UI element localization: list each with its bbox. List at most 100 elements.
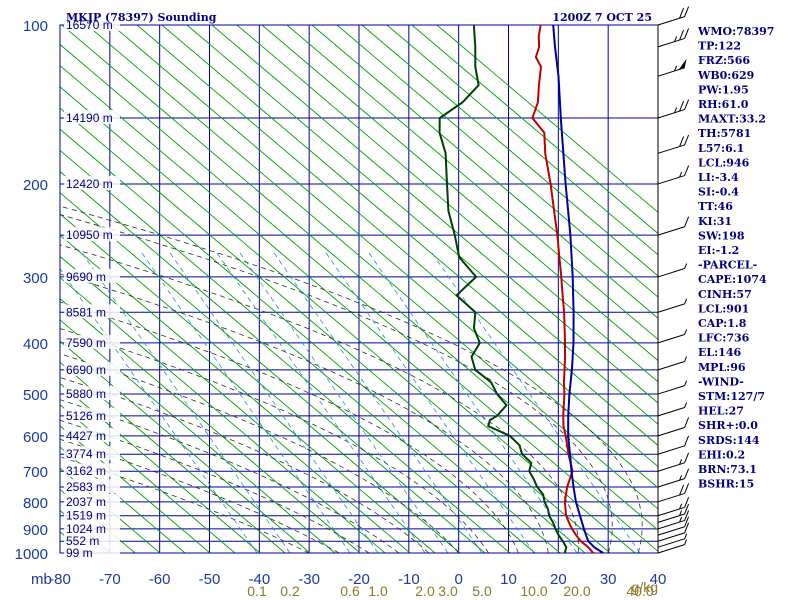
index-value: LFC:736 [698,332,750,345]
index-value: LCL:901 [698,302,749,315]
wind-barb-feather [684,497,690,508]
wind-barb [657,109,685,119]
wind-barb-feather [684,28,690,39]
wind-barb [657,16,685,26]
pressure-tick-label: 800 [23,495,48,512]
dry-adiabat-line [336,25,658,298]
wind-barb [657,506,685,517]
temperature-tick-label: 0 [454,571,462,588]
wind-half-feather [679,474,683,481]
height-label-bg [64,427,120,442]
index-value: BSHR:15 [698,478,754,491]
wind-half-feather [679,459,683,465]
wind-barb [657,538,685,548]
wind-barb [657,226,685,236]
dry-adiabat-line [60,43,658,552]
index-value: CAPE:1074 [698,273,767,286]
height-label-bg [64,463,120,478]
dry-adiabat-line [60,128,561,553]
pressure-tick-label: 700 [23,464,48,481]
mixing-ratio-line [323,249,535,553]
dry-adiabat-line [60,149,536,553]
wind-barb-feather [684,435,690,447]
index-value: MPL:96 [698,361,746,374]
wind-barb [657,268,685,278]
height-label-bg [64,446,120,461]
mixing-ratio-line [79,249,291,553]
index-value: EI:-1.2 [698,244,739,257]
moist-adiabat-grid [60,205,643,553]
index-value: TP:122 [698,40,741,53]
dry-adiabat-line [60,213,461,553]
wind-half-feather [684,539,688,545]
height-label: 16570 m [66,18,113,32]
wind-barb [657,144,685,154]
wind-barb [657,462,685,472]
mixing-ratio-line [60,268,258,553]
wind-barb-feather [679,100,685,112]
wind-half-feather [679,510,683,516]
mixing-ratio-line [271,249,483,553]
wind-barb-feather [684,468,690,479]
height-label-bg [64,17,120,31]
wind-barb [657,445,685,455]
temperature-tick-label: -20 [348,571,370,588]
mixing-ratio-tick-label: 5.0 [472,583,492,599]
wind-barb-feather [684,134,690,146]
wind-half-feather [684,356,688,362]
index-value: TT:46 [698,200,733,213]
dry-adiabat-line [61,25,658,531]
wind-barb [657,492,685,503]
mixing-ratio-line [237,249,449,553]
moist-adiabat-line [60,301,519,553]
temperature-ticks: -80 -70 -60 -50 -40 -30 -20 -10 0 10 20 30 40 [49,571,666,588]
dry-adiabat-line [136,25,658,468]
wind-barb-feather [679,484,685,496]
dewpoint-profile [438,25,568,553]
index-value: CINH:57 [698,288,752,301]
wind-half-feather [674,36,678,42]
wind-barb [657,334,685,344]
wind-half-feather [684,298,688,305]
dry-adiabat-line [411,25,658,235]
index-value: SW:198 [698,229,745,242]
dry-adiabat-line [236,25,658,383]
wind-barb-feather [679,7,685,19]
moist-adiabat-line [60,399,400,553]
wind-barb [657,532,685,542]
mixing-ratio-tick-label: 10.0 [520,583,547,599]
height-label: 3774 m [66,447,106,461]
height-label: 5880 m [66,387,106,401]
wind-profile [657,6,690,554]
wind-half-feather [679,503,683,510]
dry-adiabat-line [311,25,658,319]
wind-barb-feather [679,29,685,41]
index-value: FRZ:566 [698,54,750,67]
index-value: HEL:27 [698,405,744,418]
wind-half-feather [674,107,678,113]
wind-barb-feather [684,452,690,463]
moist-adiabat-line [60,419,370,553]
dry-adiabat-line [60,361,286,553]
mixing-ratio-tick-label: 40.0 [626,583,653,599]
temperature-tick-label: 40 [650,571,667,588]
mixing-ratio-tick-label: 0.6 [340,583,360,599]
moist-adiabat-line [60,377,430,553]
dry-adiabat-line [161,25,658,446]
height-labels: 16570 m 14190 m 12420 m 10950 m 9690 m 8581 m… [64,17,120,560]
mixing-ratio-ticks: 0.1 0.2 0.6 1.0 2.0 3.0 5.0 10.0 20.0 40.0 [247,583,654,599]
height-label: 8581 m [66,305,106,319]
index-value: STM:127/7 [698,390,765,403]
dry-adiabat-line [60,319,336,553]
mixing-ratio-tick-label: 2.0 [415,583,435,599]
mixing-ratio-line [167,249,379,553]
pressure-tick-label: 200 [23,177,48,194]
temperature-tick-label: -70 [99,571,121,588]
height-label: 5126 m [66,409,106,423]
dry-adiabat-line [186,25,658,425]
pressure-tick-label: 600 [23,429,48,446]
dry-adiabat-line [60,382,261,553]
pressure-ticks: 100 200 300 400 500 600 700 800 900 1000 [15,18,48,563]
moist-adiabat-line [60,353,459,553]
wind-barb [657,303,685,313]
